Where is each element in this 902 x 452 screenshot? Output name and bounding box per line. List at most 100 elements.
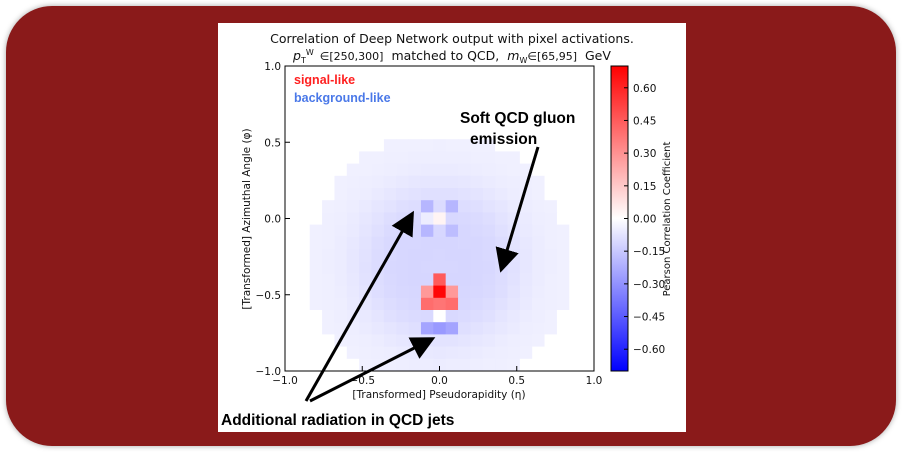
heatmap-cell <box>383 163 397 177</box>
heatmap-cell <box>371 114 385 128</box>
heatmap-cell <box>482 139 496 152</box>
heatmap-cell <box>346 285 360 299</box>
heatmap-cell <box>346 261 360 274</box>
heatmap-cell <box>569 249 583 262</box>
heatmap-cell <box>346 151 360 164</box>
heatmap-cell <box>519 297 533 311</box>
heatmap-cell <box>556 139 570 152</box>
heatmap-cell <box>532 285 545 299</box>
heatmap-cell <box>433 151 447 164</box>
heatmap-cell <box>433 127 447 140</box>
heatmap-cell <box>322 90 335 103</box>
heatmap-cell <box>458 322 471 335</box>
heatmap-cell <box>383 90 397 103</box>
heatmap-cell <box>495 127 508 140</box>
heatmap-cell <box>433 163 447 177</box>
heatmap-cell <box>507 139 521 152</box>
heatmap-cell <box>445 102 459 116</box>
heatmap-cell <box>569 261 583 274</box>
heatmap-cell <box>322 261 335 274</box>
heatmap-cell <box>507 285 521 299</box>
heatmap-cell <box>544 297 558 311</box>
heatmap-cell <box>322 310 335 323</box>
figure: Correlation of Deep Network output with … <box>218 23 686 432</box>
y-tick-label: −0.5 <box>256 290 282 302</box>
heatmap-cell <box>334 114 348 128</box>
heatmap-cell <box>458 224 471 238</box>
heatmap-cell <box>458 297 471 311</box>
heatmap-cell <box>556 261 570 274</box>
heatmap-cell <box>482 236 496 250</box>
heatmap-cell <box>309 188 323 201</box>
heatmap-cell <box>346 273 360 286</box>
heatmap-cell <box>433 212 447 225</box>
heatmap-cell <box>519 236 533 250</box>
heatmap-cell <box>519 78 533 91</box>
heatmap-cell <box>420 273 434 286</box>
heatmap-cell <box>433 224 447 238</box>
heatmap-cell <box>322 127 335 140</box>
heatmap-cell <box>556 249 570 262</box>
heatmap-cell <box>445 310 459 323</box>
heatmap-cell <box>334 273 348 286</box>
x-tick-label: 0.5 <box>508 375 525 387</box>
heatmap-cell <box>285 114 298 128</box>
heatmap-cell <box>383 334 397 347</box>
heatmap-cell <box>507 127 521 140</box>
heatmap-cell <box>285 66 298 79</box>
heatmap-cell <box>396 78 409 91</box>
heatmap-cell <box>482 114 496 128</box>
heatmap-cell <box>420 261 434 274</box>
heatmap-cell <box>334 90 348 103</box>
heatmap-cell <box>420 249 434 262</box>
y-ticks: 1.0 0.5 0.0 −0.5 −1.0 <box>256 61 290 378</box>
heatmap-cell <box>507 163 521 177</box>
heatmap-cell <box>532 127 545 140</box>
arrow-radiation-upper <box>304 210 414 402</box>
heatmap-cell <box>495 175 508 189</box>
heatmap-cell <box>396 175 409 189</box>
heatmap-cell <box>445 151 459 164</box>
heatmap-cell <box>458 273 471 286</box>
heatmap-cell <box>433 249 447 262</box>
heatmap-cell <box>322 102 335 116</box>
heatmap-cell <box>556 358 570 372</box>
heatmap-cell <box>569 212 583 225</box>
colorbar-tick-label: −0.30 <box>633 279 665 291</box>
heatmap-cell <box>433 261 447 274</box>
x-tick-label: 0.0 <box>431 375 448 387</box>
heatmap-cell <box>420 66 434 79</box>
heatmap-cell <box>359 310 372 323</box>
heatmap-cell <box>396 236 409 250</box>
heatmap-cell <box>309 114 323 128</box>
heatmap-cell <box>371 224 385 238</box>
heatmap-cell <box>285 334 298 347</box>
heatmap-cell <box>519 127 533 140</box>
heatmap-cell <box>334 310 348 323</box>
heatmap-cell <box>519 212 533 225</box>
heatmap-cell <box>359 114 372 128</box>
heatmap-cell <box>445 163 459 177</box>
arrow-radiation-lower <box>309 337 436 403</box>
heatmap-cell <box>556 322 570 335</box>
heatmap-cell <box>544 200 558 213</box>
heatmap-cell <box>495 261 508 274</box>
heatmap-cell <box>408 236 422 250</box>
heatmap-cell <box>581 322 595 335</box>
heatmap-cell <box>433 188 447 201</box>
heatmap-cell <box>569 127 583 140</box>
heatmap-cell <box>371 163 385 177</box>
heatmap-cell <box>581 297 595 311</box>
heatmap-cell <box>433 310 447 323</box>
heatmap-cell <box>433 273 447 286</box>
heatmap-cell <box>581 224 595 238</box>
heatmap-cell <box>470 310 484 323</box>
heatmap-cell <box>433 236 447 250</box>
heatmap-cell <box>445 175 459 189</box>
heatmap-cell <box>470 200 484 213</box>
heatmap-cell <box>371 139 385 152</box>
heatmap-cell <box>544 224 558 238</box>
heatmap-cell <box>519 273 533 286</box>
heatmap-cell <box>383 285 397 299</box>
heatmap-cell <box>495 151 508 164</box>
